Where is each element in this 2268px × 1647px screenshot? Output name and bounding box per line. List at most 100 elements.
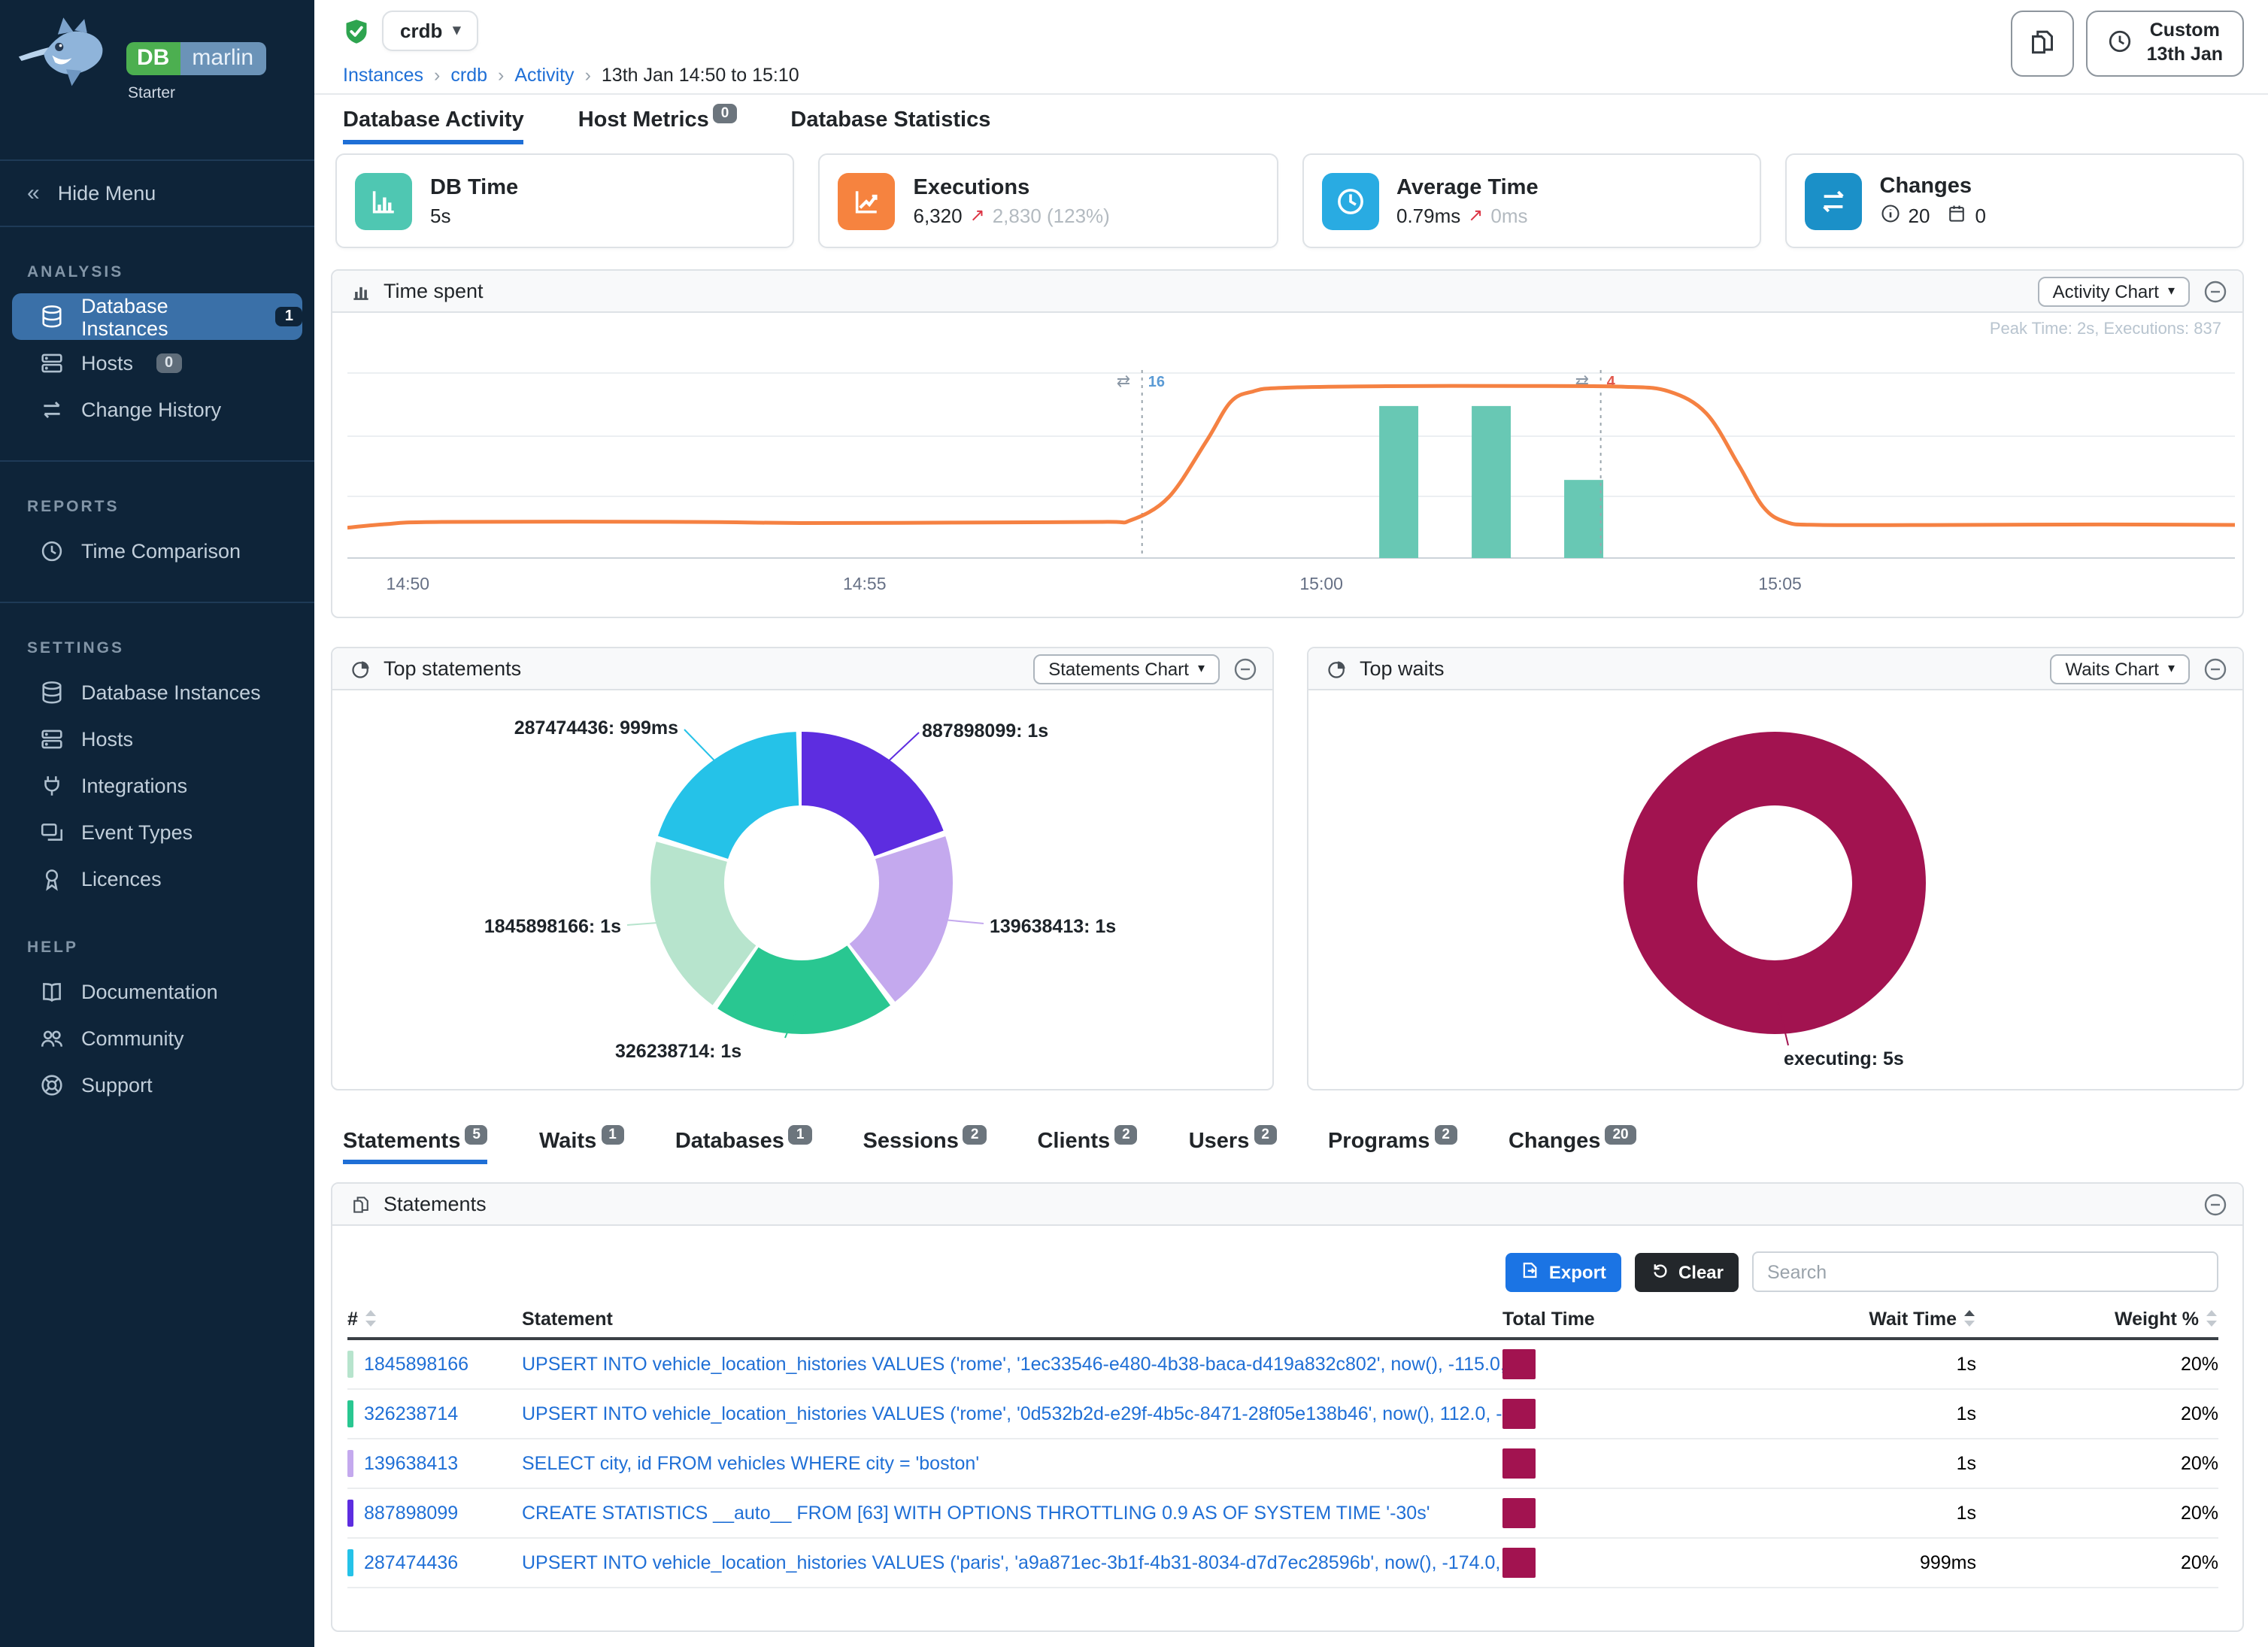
sidebar-item-support[interactable]: Support — [12, 1062, 302, 1109]
donut-svg[interactable] — [1308, 690, 2242, 1090]
donut-label-326238714: 326238714: 1s — [615, 1041, 742, 1062]
donut-label-139638413: 139638413: 1s — [990, 916, 1117, 937]
kpi-delta: 2,830 (123%) — [992, 204, 1110, 226]
sidebar-item-licences[interactable]: Licences — [12, 856, 302, 902]
executions-bar[interactable] — [1472, 405, 1511, 558]
table-body: 1845898166 UPSERT INTO vehicle_location_… — [347, 1340, 2218, 1588]
tab-database-statistics[interactable]: Database Statistics — [790, 108, 991, 132]
statements-donut[interactable]: 887898099: 1s 139638413: 1s 326238714: 1s 1… — [332, 690, 1272, 1090]
tab-database-activity[interactable]: Database Activity — [343, 108, 524, 144]
statement-link[interactable]: UPSERT INTO vehicle_location_histories V… — [522, 1552, 1502, 1573]
col-wait-time[interactable]: Wait Time — [1743, 1308, 1976, 1329]
search-input[interactable] — [1752, 1251, 2218, 1292]
statement-link[interactable]: SELECT city, id FROM vehicles WHERE city… — [522, 1453, 980, 1474]
sidebar-item-community[interactable]: Community — [12, 1015, 302, 1062]
donut-svg[interactable] — [332, 690, 1272, 1090]
instance-selector-button[interactable]: crdb ▾ — [382, 11, 479, 51]
col-id[interactable]: # — [347, 1308, 522, 1329]
detail-tab-changes[interactable]: Changes 20 — [1508, 1125, 1636, 1164]
brand-logo: DB marlin — [126, 42, 266, 75]
x-tick-label: 14:50 — [387, 574, 430, 593]
statement-id-link[interactable]: 287474436 — [364, 1552, 459, 1573]
export-button[interactable]: Export — [1505, 1252, 1621, 1291]
detail-tab-users[interactable]: Users 2 — [1189, 1125, 1277, 1164]
breadcrumb-instances[interactable]: Instances — [343, 65, 424, 86]
statement-link[interactable]: CREATE STATISTICS __auto__ FROM [63] WIT… — [522, 1503, 1430, 1524]
x-tick-label: 14:55 — [843, 574, 887, 593]
table-header: # Statement Total Time Wait Time Weight … — [347, 1300, 2218, 1340]
donut-slice-executing[interactable] — [1624, 732, 1926, 1034]
sidebar-item-event-types[interactable]: Event Types — [12, 809, 302, 856]
donut-slice-139638413[interactable] — [650, 732, 953, 1034]
statement-link[interactable]: UPSERT INTO vehicle_location_histories V… — [522, 1403, 1502, 1424]
label-leader-line — [626, 921, 669, 926]
kpi-value: 6,320 — [913, 204, 963, 226]
wait-time-cell: 1s — [1956, 1453, 1976, 1474]
col-statement[interactable]: Statement — [522, 1308, 613, 1329]
sidebar-item-database-instances[interactable]: Database Instances — [12, 669, 302, 716]
range-line1: Custom — [2149, 20, 2220, 41]
table-row: 326238714 UPSERT INTO vehicle_location_h… — [347, 1390, 2218, 1439]
sidebar-item-change-history[interactable]: Change History — [12, 387, 302, 433]
statement-id-link[interactable]: 887898099 — [364, 1503, 459, 1524]
sidebar-section-title: SETTINGS — [27, 639, 125, 657]
instance-name: crdb — [400, 20, 443, 42]
donut-slice-887898099[interactable] — [650, 732, 953, 1034]
total-time-bar — [1502, 1349, 1536, 1379]
statement-id-link[interactable]: 1845898166 — [364, 1354, 469, 1375]
detail-tab-programs[interactable]: Programs 2 — [1328, 1125, 1457, 1164]
tab-host-metrics[interactable]: Host Metrics 0 — [578, 104, 737, 144]
activity-chart[interactable]: ⇄ 16 ⇄ 414:50 14:55 15:00 15:05 — [347, 325, 2235, 611]
statement-id-link[interactable]: 326238714 — [364, 1403, 459, 1424]
waits-chart-select[interactable]: Waits Chart ▾ — [2050, 654, 2190, 684]
panel-title: Top statements — [384, 657, 522, 680]
collapse-icon[interactable] — [2203, 1192, 2227, 1216]
detail-tabs: Statements 5 Waits 1 Databases 1 Sessions 2 Clie… — [314, 1125, 2268, 1164]
total-time-bar — [1502, 1548, 1536, 1578]
clear-button[interactable]: Clear — [1634, 1252, 1739, 1291]
breadcrumb-activity[interactable]: Activity — [514, 65, 575, 86]
donut-slice-1845898166[interactable] — [650, 732, 953, 1034]
col-total-time[interactable]: Total Time — [1502, 1308, 1595, 1329]
detail-tab-sessions[interactable]: Sessions 2 — [863, 1125, 987, 1164]
db-time-line[interactable] — [347, 384, 2235, 530]
plug-icon — [39, 773, 65, 799]
hide-menu-button[interactable]: « Hide Menu — [0, 159, 314, 227]
sidebar-section-title: ANALYSIS — [27, 263, 124, 281]
statement-id-link[interactable]: 139638413 — [364, 1453, 459, 1474]
detail-tab-waits[interactable]: Waits 1 — [539, 1125, 624, 1164]
sidebar-item-time-comparison[interactable]: Time Comparison — [12, 528, 302, 575]
executions-bar[interactable] — [1564, 480, 1604, 558]
sidebar-item-documentation[interactable]: Documentation — [12, 969, 302, 1015]
executions-bar[interactable] — [1379, 405, 1419, 558]
sidebar-item-database-instances[interactable]: Database Instances 1 — [12, 293, 302, 340]
detail-tab-clients[interactable]: Clients 2 — [1037, 1125, 1138, 1164]
donut-label-executing: executing: 5s — [1784, 1048, 1904, 1069]
sidebar-item-integrations[interactable]: Integrations — [12, 763, 302, 809]
activity-chart-select[interactable]: Activity Chart ▾ — [2037, 276, 2190, 306]
detail-tab-statements[interactable]: Statements 5 — [343, 1125, 488, 1164]
kpi-value: 5s — [430, 204, 451, 226]
top-header: crdb ▾ Instances › crdb › Activity › 13th J… — [314, 0, 2268, 95]
statement-link[interactable]: UPSERT INTO vehicle_location_histories V… — [522, 1354, 1502, 1375]
copy-button[interactable] — [2011, 11, 2075, 77]
waits-donut[interactable]: executing: 5s — [1308, 690, 2242, 1090]
collapse-icon[interactable] — [2203, 657, 2227, 681]
detail-tab-databases[interactable]: Databases 1 — [675, 1125, 812, 1164]
collapse-icon[interactable] — [2203, 279, 2227, 303]
sidebar-item-hosts[interactable]: Hosts — [12, 716, 302, 763]
time-range-button[interactable]: Custom 13th Jan — [2086, 11, 2244, 77]
sidebar-item-hosts[interactable]: Hosts 0 — [12, 340, 302, 387]
changes-info-count: 20 — [1908, 204, 1930, 226]
collapse-icon[interactable] — [1233, 657, 1257, 681]
statements-chart-select[interactable]: Statements Chart ▾ — [1033, 654, 1220, 684]
kpi-executions: Executions 6,320 ↗ 2,830 (123%) — [818, 153, 1278, 248]
breadcrumb-crdb[interactable]: crdb — [450, 65, 488, 86]
col-weight[interactable]: Weight % — [1976, 1308, 2218, 1329]
top-waits-panel: Top waits Waits Chart ▾ executing: 5s — [1307, 647, 2244, 1090]
weight-cell: 20% — [2180, 1552, 2218, 1573]
brand-tier: Starter — [128, 84, 176, 102]
donut-slice-326238714[interactable] — [650, 732, 953, 1034]
sidebar-nav: ANALYSIS Database Instances 1 Hosts 0 Ch… — [0, 263, 314, 1109]
